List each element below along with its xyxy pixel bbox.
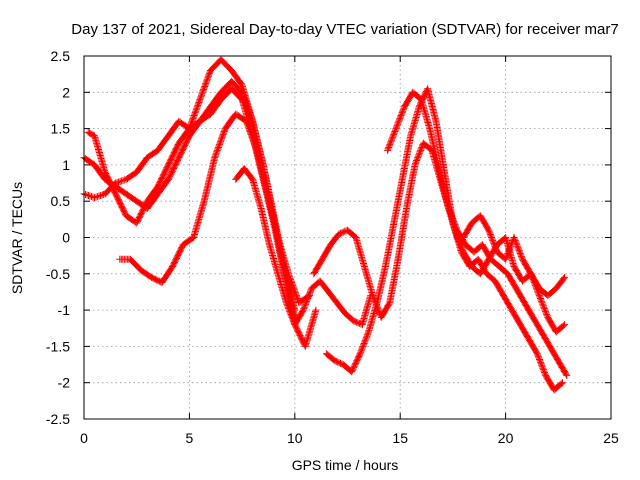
- y-tick-label: -1.5: [46, 338, 70, 354]
- series-track-9: [459, 212, 569, 300]
- x-tick-label: 5: [186, 430, 194, 446]
- x-axis-ticks: 0 5 10 15 20 25: [80, 56, 619, 446]
- y-tick-label: -0.5: [46, 266, 70, 282]
- y-tick-label: 1.5: [51, 121, 71, 137]
- series-track-7: [384, 88, 569, 336]
- plot-frame: [83, 55, 612, 420]
- series-marker-path: [116, 110, 314, 307]
- x-axis-title: GPS time / hours: [292, 457, 399, 473]
- y-axis-title: SDTVAR / TECUs: [9, 182, 25, 294]
- series-track-1: [80, 56, 320, 350]
- data-marks: [80, 56, 571, 394]
- y-axis-ticks: -2.5 -2 -1.5 -1 -0.5 0 0.5 1 1.5 2 2.5: [46, 48, 611, 427]
- chart-title: Day 137 of 2021, Sidereal Day-to-day VTE…: [71, 21, 618, 38]
- y-tick-label: 2.5: [51, 48, 71, 64]
- x-tick-label: 10: [287, 430, 303, 446]
- y-tick-label: 2: [62, 84, 70, 100]
- series-track-8: [232, 165, 375, 329]
- series-track-4: [116, 110, 314, 307]
- series-marker-path: [384, 88, 569, 336]
- x-tick-label: 15: [392, 430, 408, 446]
- x-tick-label: 25: [603, 430, 619, 446]
- x-tick-label: 20: [498, 430, 514, 446]
- y-tick-label: 1: [62, 157, 70, 173]
- series-marker-path: [459, 212, 569, 300]
- y-tick-label: -1: [58, 302, 71, 318]
- y-tick-label: 0.5: [51, 193, 71, 209]
- grid-lines: [84, 56, 611, 419]
- x-tick-label: 0: [80, 430, 88, 446]
- y-tick-label: -2.5: [46, 411, 70, 427]
- y-tick-label: 0: [62, 230, 70, 246]
- series-marker-path: [80, 56, 320, 350]
- series-marker-path: [232, 165, 375, 329]
- y-tick-label: -2: [58, 375, 71, 391]
